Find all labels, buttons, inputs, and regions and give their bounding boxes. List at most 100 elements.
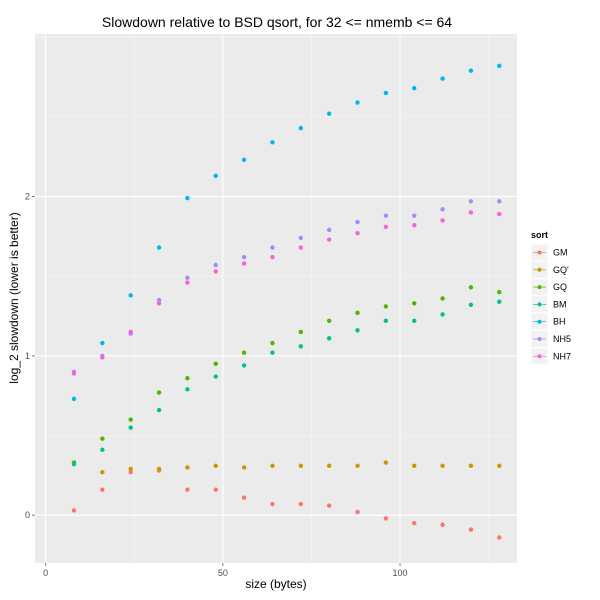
point-nh5 xyxy=(440,207,445,212)
data-points xyxy=(71,63,502,540)
legend-key-point xyxy=(537,267,542,272)
point-bm xyxy=(241,363,247,368)
point-bh xyxy=(213,173,218,179)
point-gm xyxy=(128,469,133,475)
point-gq xyxy=(468,463,474,469)
y-tick-label: 0 xyxy=(25,510,30,520)
point-bm xyxy=(270,350,275,355)
point-bh xyxy=(71,396,77,402)
point-nh7 xyxy=(412,223,417,228)
point-gq xyxy=(355,463,360,469)
legend-key-point xyxy=(537,285,542,290)
y-axis-label: log_2 slowdown (lower is better) xyxy=(7,212,21,383)
point-nh7 xyxy=(156,301,162,306)
point-gm xyxy=(185,487,190,492)
y-tick-label: 1 xyxy=(25,351,30,361)
point-bh xyxy=(156,245,162,250)
point-gq xyxy=(497,289,502,295)
legend-key-point xyxy=(537,337,542,341)
point-nh7 xyxy=(326,237,332,242)
point-nh5 xyxy=(497,199,502,204)
legend-label-bm: BM xyxy=(553,299,567,309)
point-gm xyxy=(270,501,275,507)
point-gm xyxy=(213,487,218,492)
point-bm xyxy=(412,318,417,324)
point-gq xyxy=(241,465,247,470)
point-bh xyxy=(326,111,332,116)
point-gq xyxy=(298,329,304,335)
grid xyxy=(35,34,517,563)
point-bm xyxy=(355,328,360,333)
point-gm xyxy=(440,522,445,527)
point-bm xyxy=(326,336,332,341)
point-gm xyxy=(326,503,332,508)
point-bh xyxy=(468,68,474,73)
point-bm xyxy=(497,299,502,304)
point-nh5 xyxy=(185,275,190,280)
x-axis-ticks: 0 50 100 xyxy=(43,563,408,578)
point-nh5 xyxy=(241,254,247,260)
point-gq xyxy=(440,296,445,301)
legend-key-point xyxy=(537,354,542,359)
point-nh5 xyxy=(383,213,389,218)
point-nh5 xyxy=(355,219,360,225)
point-gq xyxy=(213,361,218,367)
point-nh5 xyxy=(468,199,474,204)
point-gq xyxy=(185,465,190,470)
point-gq xyxy=(128,417,133,422)
point-nh7 xyxy=(185,280,190,285)
x-tick-label: 100 xyxy=(393,568,408,578)
point-gm xyxy=(355,509,360,515)
legend-label-gq: GQ xyxy=(553,282,567,292)
legend-key-point xyxy=(537,250,542,255)
point-bh xyxy=(128,293,133,298)
point-nh7 xyxy=(213,269,218,274)
point-gq xyxy=(383,304,389,309)
point-nh7 xyxy=(355,230,360,236)
point-gq xyxy=(497,463,502,469)
point-gq xyxy=(156,466,162,472)
point-nh7 xyxy=(71,371,77,376)
legend-key-gm xyxy=(530,243,549,262)
x-axis-label: size (bytes) xyxy=(245,577,306,591)
point-gq xyxy=(298,463,304,469)
point-bh xyxy=(440,76,445,81)
point-bh xyxy=(412,85,417,91)
legend-key-point xyxy=(537,319,542,324)
point-gq xyxy=(270,463,275,469)
legend-label-nh5: NH5 xyxy=(553,334,571,344)
legend: sort GM GQ' GQ BM BH NH5 NH7 xyxy=(530,230,571,366)
point-bm xyxy=(71,462,77,467)
point-gm xyxy=(497,535,502,540)
point-nh7 xyxy=(440,218,445,223)
point-bm xyxy=(440,312,445,317)
point-nh7 xyxy=(468,210,474,215)
point-bm xyxy=(128,425,133,430)
point-gm xyxy=(412,520,417,526)
point-nh7 xyxy=(270,254,275,260)
point-nh7 xyxy=(383,224,389,229)
point-bh xyxy=(497,63,502,69)
point-nh7 xyxy=(128,329,133,335)
point-bm xyxy=(156,407,162,413)
point-nh5 xyxy=(412,213,417,218)
plot-background xyxy=(35,34,517,563)
point-gm xyxy=(383,516,389,521)
legend-title: sort xyxy=(531,230,548,240)
legend-key-bh xyxy=(530,312,549,331)
legend-label-bh: BH xyxy=(553,317,566,327)
legend-key-gq xyxy=(530,260,549,279)
point-gq xyxy=(355,310,360,316)
point-nh5 xyxy=(326,227,332,233)
point-gq xyxy=(412,463,417,469)
legend-label-nh7: NH7 xyxy=(553,351,571,361)
legend-key-gq xyxy=(530,278,549,297)
x-tick-label: 50 xyxy=(218,568,228,578)
point-bm xyxy=(213,374,218,379)
point-bh xyxy=(355,100,360,105)
y-axis-ticks: 0 1 2 xyxy=(25,192,35,520)
point-bm xyxy=(185,387,190,392)
point-gq xyxy=(213,463,218,469)
y-tick-label: 2 xyxy=(25,192,30,202)
